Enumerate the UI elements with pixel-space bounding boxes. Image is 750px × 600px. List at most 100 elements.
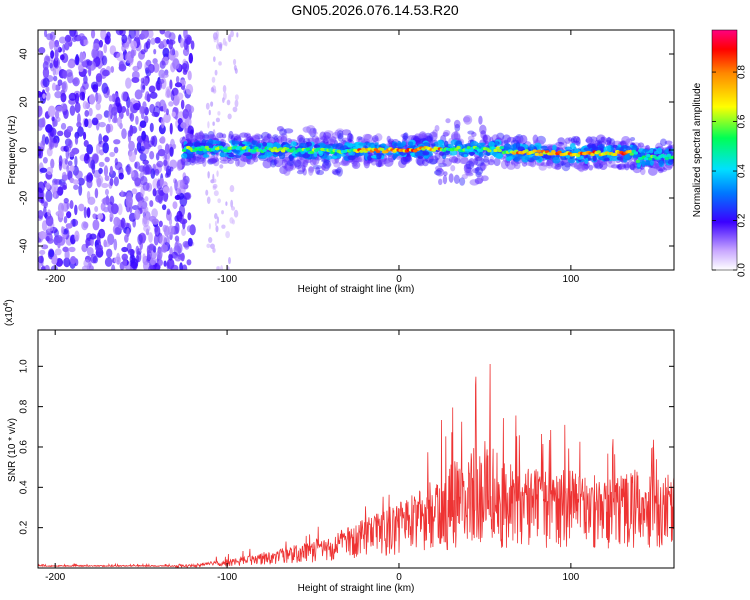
heatmap-cell: [98, 39, 104, 48]
heatmap-cell: [207, 171, 210, 179]
heatmap-cell: [159, 177, 164, 187]
heatmap-cell: [347, 155, 356, 161]
heatmap-cell: [151, 111, 160, 117]
snr-y-tick-label: 0.6: [19, 440, 30, 454]
heatmap-cell: [77, 177, 85, 186]
heatmap-cell: [266, 133, 272, 139]
heatmap-cell: [473, 157, 479, 166]
heatmap-y-tick-label: -40: [19, 238, 30, 253]
heatmap-cell: [54, 248, 62, 256]
colorbar-tick-label: 0.4: [736, 164, 747, 178]
heatmap-cell: [232, 58, 237, 66]
heatmap-cell: [97, 213, 104, 220]
heatmap-cell: [102, 135, 109, 143]
heatmap-cell: [458, 154, 469, 165]
heatmap-cell: [230, 133, 241, 141]
heatmap-cell: [217, 111, 221, 116]
heatmap-cell: [502, 134, 512, 144]
heatmap-cell: [589, 138, 595, 144]
heatmap-cell: [312, 128, 317, 134]
heatmap-cell: [130, 40, 138, 50]
heatmap-cell: [187, 70, 192, 81]
snr-frame: [37, 329, 675, 569]
heatmap-cell: [301, 162, 306, 173]
heatmap-cell: [308, 165, 314, 176]
heatmap-cell: [154, 168, 160, 176]
heatmap-cell: [142, 181, 150, 191]
heatmap-cell: [407, 141, 414, 146]
heatmap-cell: [58, 36, 67, 44]
heatmap-cell: [90, 30, 96, 39]
heatmap-cell: [54, 91, 62, 99]
heatmap-cell: [144, 196, 149, 202]
heatmap-cell: [215, 117, 221, 123]
heatmap-cell: [320, 134, 331, 141]
heatmap-cell: [181, 264, 188, 270]
heatmap-cell: [135, 115, 139, 125]
heatmap-cell: [113, 216, 121, 227]
heatmap-cell: [80, 52, 86, 61]
heatmap-cell: [113, 238, 118, 251]
heatmap-cell: [187, 105, 195, 114]
heatmap-cell: [86, 60, 93, 66]
heatmap-cell: [174, 194, 181, 201]
heatmap-cell: [252, 149, 257, 153]
heatmap-cell: [158, 220, 163, 228]
heatmap-cell: [215, 225, 219, 233]
heatmap-cell: [536, 149, 542, 153]
heatmap-cell: [219, 156, 229, 162]
heatmap-cell: [113, 176, 119, 187]
heatmap-cell: [41, 244, 49, 250]
heatmap-cell: [210, 243, 215, 250]
heatmap-cell: [46, 33, 53, 41]
heatmap-cell: [235, 158, 240, 167]
heatmap-cell: [568, 137, 573, 142]
heatmap-cell: [42, 93, 46, 99]
heatmap-cell: [463, 154, 468, 158]
heatmap-cell: [45, 86, 50, 93]
heatmap-cell: [237, 159, 246, 168]
heatmap-cell: [182, 108, 189, 120]
snr-x-tick-label: -200: [45, 572, 65, 583]
heatmap-cell: [74, 170, 83, 180]
heatmap-cell: [426, 134, 434, 142]
heatmap-cell: [309, 127, 317, 138]
heatmap-cell: [259, 154, 267, 159]
heatmap-cell: [232, 140, 241, 145]
heatmap-cell: [536, 135, 546, 145]
colorbar-tick-label: 0.0: [736, 263, 747, 277]
heatmap-cell: [625, 138, 633, 145]
heatmap-cell: [442, 157, 453, 167]
heatmap-cell: [219, 159, 230, 164]
heatmap-cell: [109, 151, 116, 157]
heatmap-cell: [174, 256, 182, 262]
heatmap-cell: [134, 89, 143, 100]
heatmap-cell: [246, 158, 251, 165]
heatmap-cell: [482, 134, 488, 142]
heatmap-cell: [214, 220, 217, 227]
heatmap-cell: [101, 55, 108, 66]
heatmap-cell: [89, 233, 97, 240]
heatmap-cell: [493, 157, 501, 167]
heatmap-cell: [85, 174, 90, 183]
heatmap-cell: [64, 34, 72, 43]
heatmap-cell: [110, 66, 115, 73]
snr-x-tick-label: 0: [396, 572, 402, 583]
heatmap-cell: [130, 49, 135, 59]
heatmap-cell: [158, 124, 166, 135]
heatmap-cell: [414, 137, 422, 145]
heatmap-cell: [493, 148, 498, 153]
heatmap-cell: [114, 158, 118, 166]
heatmap-cell: [129, 112, 135, 122]
heatmap-cell: [177, 243, 183, 254]
heatmap-cell: [185, 133, 192, 140]
heatmap-cell: [266, 151, 273, 157]
heatmap-cell: [72, 179, 80, 185]
heatmap-cell: [418, 131, 427, 140]
heatmap-cell: [180, 99, 185, 110]
heatmap-cell: [540, 162, 550, 167]
heatmap-cell: [90, 253, 97, 264]
heatmap-cell: [128, 151, 137, 163]
heatmap-cell: [273, 159, 279, 165]
